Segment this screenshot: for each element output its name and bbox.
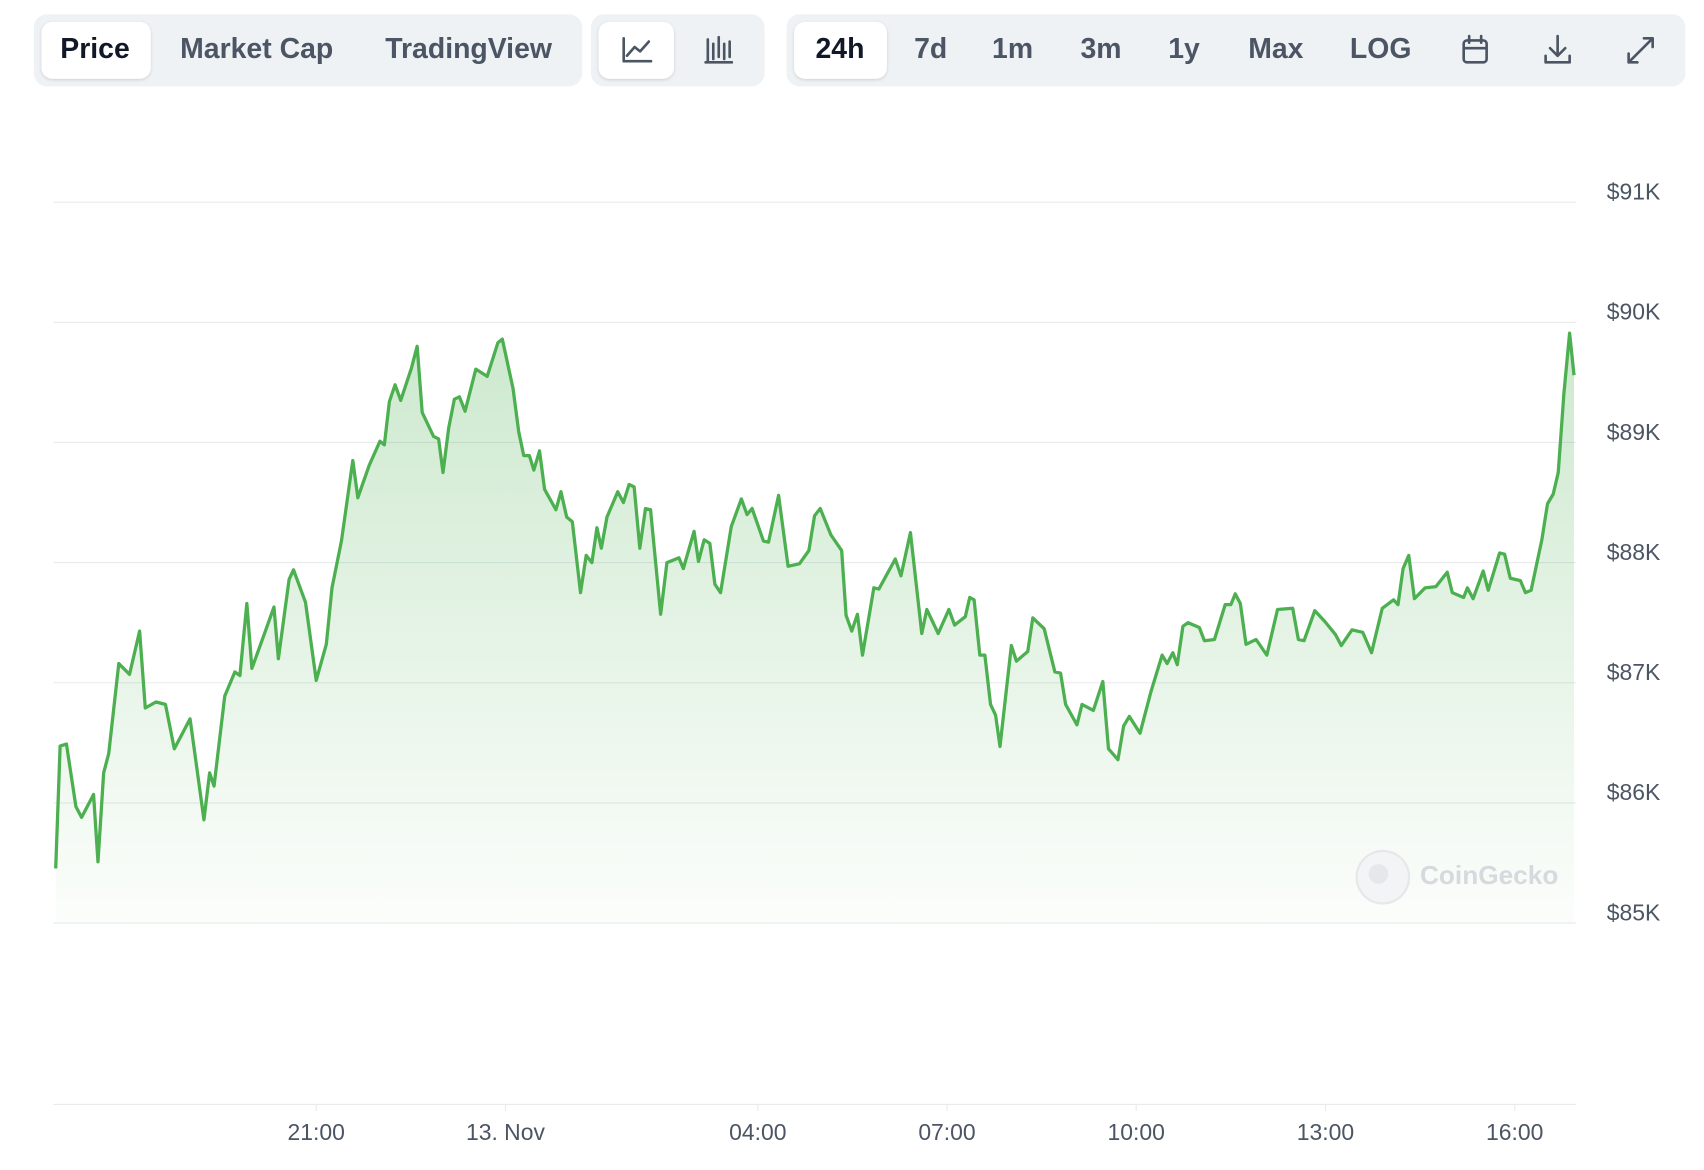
price-area: [55, 333, 1575, 924]
active-chart-type: [598, 21, 674, 79]
active-range: [794, 21, 887, 79]
y-tick-label: $87K: [1607, 659, 1661, 685]
active-tab: [41, 21, 151, 79]
tab-button[interactable]: TradingView: [385, 33, 553, 65]
tab-button[interactable]: Price: [60, 33, 129, 65]
x-tick-label: 07:00: [918, 1119, 975, 1145]
range-button[interactable]: 1y: [1168, 33, 1200, 65]
x-tick-label: 21:00: [288, 1119, 345, 1145]
watermark: CoinGecko: [1355, 849, 1558, 905]
tab-group: [33, 14, 583, 87]
range-button[interactable]: LOG: [1350, 33, 1412, 65]
y-tick-label: $88K: [1607, 539, 1661, 565]
price-line: [54, 331, 1576, 869]
y-tick-label: $90K: [1607, 299, 1661, 325]
range-button[interactable]: 1m: [992, 33, 1033, 65]
watermark-text: CoinGecko: [1420, 860, 1558, 890]
tab-button[interactable]: Market Cap: [180, 33, 333, 65]
toolbar: Price Market Cap TradingView 24h 7d 1m 3…: [33, 14, 1686, 87]
x-tick-label: 13. Nov: [466, 1119, 546, 1145]
fullscreen-icon[interactable]: [1627, 36, 1654, 64]
x-tick-label: 13:00: [1297, 1119, 1354, 1145]
y-tick-label: $91K: [1607, 178, 1661, 204]
range-button[interactable]: 7d: [914, 33, 947, 65]
range-button[interactable]: 3m: [1081, 33, 1122, 65]
download-icon[interactable]: [1544, 34, 1571, 64]
y-tick-label: $89K: [1607, 419, 1661, 445]
y-tick-label: $85K: [1607, 899, 1661, 925]
y-tick-label: $86K: [1607, 779, 1661, 805]
calendar-icon[interactable]: [1462, 34, 1488, 64]
range-group: [786, 14, 1686, 87]
x-tick-label: 10:00: [1108, 1119, 1165, 1145]
range-button[interactable]: 24h: [816, 33, 865, 65]
x-tick-label: 04:00: [729, 1119, 786, 1145]
plot-area: $85K $86K $87K $88K $89K $90K $91K 21:00 13. Nov…: [53, 178, 1661, 1145]
x-tick-label: 16:00: [1486, 1119, 1543, 1145]
line-chart-icon[interactable]: [622, 36, 653, 63]
range-button[interactable]: Max: [1248, 33, 1303, 65]
candle-chart-icon[interactable]: [704, 35, 734, 64]
